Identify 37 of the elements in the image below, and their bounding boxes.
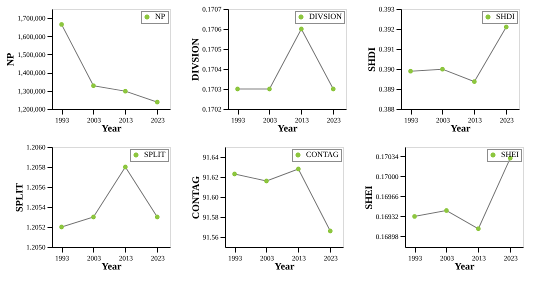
x-axis-title: Year (454, 262, 476, 272)
legend-label: SPLIT (144, 150, 166, 159)
y-axis-title: SHDI (366, 47, 378, 72)
x-axis-title: Year (102, 124, 122, 134)
legend-label: DIVSION (309, 12, 342, 21)
point (444, 208, 449, 213)
y-axis-title: CONTAG (190, 176, 202, 220)
x-axis-title: Year (274, 262, 296, 272)
point (154, 214, 160, 220)
y-axis-title: NP (6, 52, 16, 66)
point (264, 178, 269, 184)
point (408, 68, 413, 74)
legend-label: SHDI (496, 12, 516, 21)
legend-label: NP (155, 12, 166, 21)
point (296, 166, 301, 172)
point (476, 226, 481, 232)
y-axis-title: DIVSION (190, 37, 202, 81)
point (123, 88, 128, 94)
y-axis-title: SHEI (364, 185, 375, 210)
x-axis-title: Year (102, 262, 122, 272)
point (154, 100, 160, 104)
point (412, 214, 417, 219)
point (440, 66, 445, 72)
point (59, 224, 64, 230)
x-axis-title: Year (450, 124, 472, 134)
point (59, 22, 64, 27)
point (232, 172, 237, 176)
point (91, 214, 96, 220)
legend-label: CONTAG (306, 150, 339, 159)
point (123, 164, 128, 170)
point (91, 83, 96, 88)
point (328, 228, 333, 234)
x-axis-title: Year (278, 124, 298, 134)
point (472, 79, 477, 84)
point (504, 24, 509, 30)
legend-label: SHEI (501, 150, 520, 159)
y-axis-title: SPLIT (14, 182, 26, 212)
